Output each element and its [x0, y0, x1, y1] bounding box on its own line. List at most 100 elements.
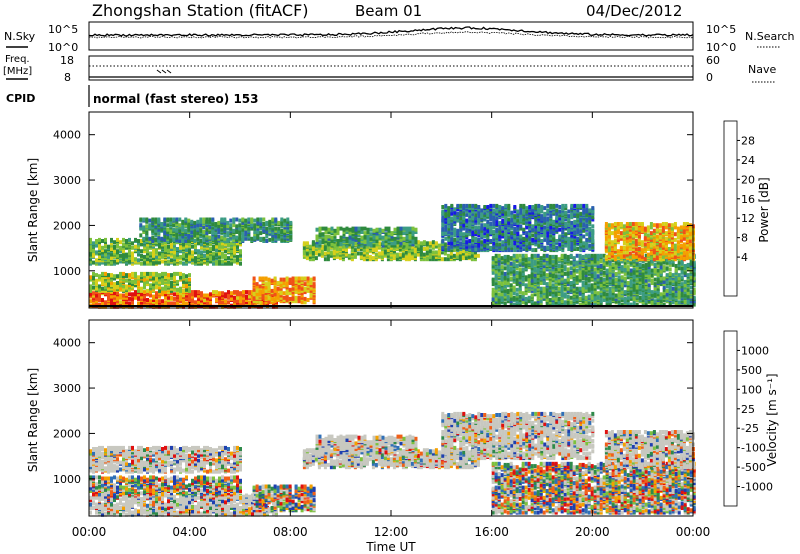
- data-cell: [110, 247, 113, 251]
- data-cell: [104, 249, 107, 254]
- data-cell: [265, 220, 269, 225]
- data-cell: [512, 302, 516, 307]
- data-cell: [638, 262, 642, 267]
- data-cell: [500, 274, 504, 279]
- data-cell: [146, 242, 149, 247]
- data-cell: [104, 271, 107, 276]
- data-cell: [548, 298, 552, 302]
- data-cell: [596, 253, 600, 258]
- data-cell: [191, 257, 194, 262]
- data-cell: [617, 283, 621, 288]
- data-cell: [674, 268, 678, 273]
- data-cell: [312, 293, 316, 298]
- data-cell: [608, 302, 612, 307]
- data-cell: [593, 258, 597, 263]
- data-cell: [497, 267, 501, 272]
- data-cell: [656, 301, 660, 306]
- data-cell: [98, 258, 101, 263]
- data-cell: [402, 240, 406, 245]
- data-cell: [542, 258, 546, 263]
- data-cell: [401, 256, 405, 261]
- data-cell: [148, 239, 152, 243]
- data-cell: [626, 298, 630, 302]
- data-cell: [273, 298, 277, 302]
- data-cell: [491, 260, 495, 265]
- data-cell: [683, 285, 687, 290]
- data-cell: [643, 242, 647, 247]
- data-cell: [503, 254, 507, 259]
- data-cell: [515, 270, 519, 275]
- data-cell: [241, 237, 245, 242]
- data-cell: [494, 275, 498, 280]
- data-cell: [151, 239, 155, 243]
- data-cell: [354, 234, 358, 239]
- data-cell: [268, 219, 272, 224]
- data-cell: [674, 301, 678, 306]
- data-cell: [289, 226, 293, 231]
- data-cell: [181, 231, 185, 236]
- data-cell: [267, 282, 271, 287]
- data-cell: [125, 245, 128, 250]
- data-cell: [164, 284, 167, 289]
- data-cell: [312, 287, 316, 292]
- data-cell: [205, 227, 209, 232]
- data-cell: [244, 226, 248, 231]
- data-cell: [273, 288, 277, 293]
- data-cell: [569, 285, 573, 290]
- data-cell: [616, 230, 620, 234]
- data-cell: [497, 265, 501, 270]
- data-cell: [626, 301, 630, 306]
- data-cell: [590, 286, 594, 291]
- data-cell: [680, 291, 684, 296]
- data-cell: [365, 248, 369, 253]
- data-cell: [188, 277, 191, 282]
- data-cell: [632, 277, 636, 282]
- data-cell: [315, 240, 319, 245]
- data-cell: [602, 270, 606, 275]
- data-cell: [631, 225, 635, 230]
- data-cell: [539, 275, 543, 280]
- data-cell: [143, 260, 146, 265]
- data-cell: [640, 254, 644, 259]
- data-cell: [128, 247, 131, 251]
- data-cell: [515, 279, 519, 284]
- data-cell: [104, 252, 107, 257]
- data-cell: [608, 295, 612, 300]
- data-cell: [602, 279, 606, 284]
- data-cell: [122, 242, 125, 247]
- data-cell: [392, 256, 396, 261]
- data-cell: [250, 226, 254, 231]
- data-cell: [89, 284, 92, 289]
- data-cell: [587, 262, 591, 267]
- data-cell: [390, 231, 394, 236]
- data-cell: [250, 236, 254, 241]
- data-cell: [503, 296, 507, 301]
- data-cell: [128, 275, 131, 280]
- data-cell: [572, 283, 576, 288]
- data-cell: [628, 241, 632, 246]
- data-cell: [324, 226, 328, 231]
- data-cell: [599, 258, 603, 263]
- data-cell: [321, 240, 325, 245]
- data-cell: [524, 275, 528, 280]
- data-cell: [422, 257, 426, 262]
- data-cell: [452, 248, 456, 253]
- data-cell: [185, 253, 188, 258]
- data-cell: [110, 252, 113, 257]
- data-cell: [551, 295, 555, 300]
- data-cell: [163, 222, 167, 226]
- data-cell: [220, 227, 224, 232]
- data-cell: [306, 276, 310, 281]
- data-cell: [125, 291, 128, 296]
- data-cell: [410, 244, 414, 249]
- data-cell: [674, 275, 678, 280]
- data-cell: [179, 249, 182, 254]
- data-cell: [224, 253, 227, 258]
- data-cell: [619, 231, 623, 236]
- data-cell: [392, 253, 396, 258]
- data-cell: [641, 300, 645, 305]
- data-cell: [375, 242, 379, 247]
- data-cell: [191, 253, 194, 258]
- data-cell: [674, 288, 678, 293]
- data-cell: [551, 293, 555, 298]
